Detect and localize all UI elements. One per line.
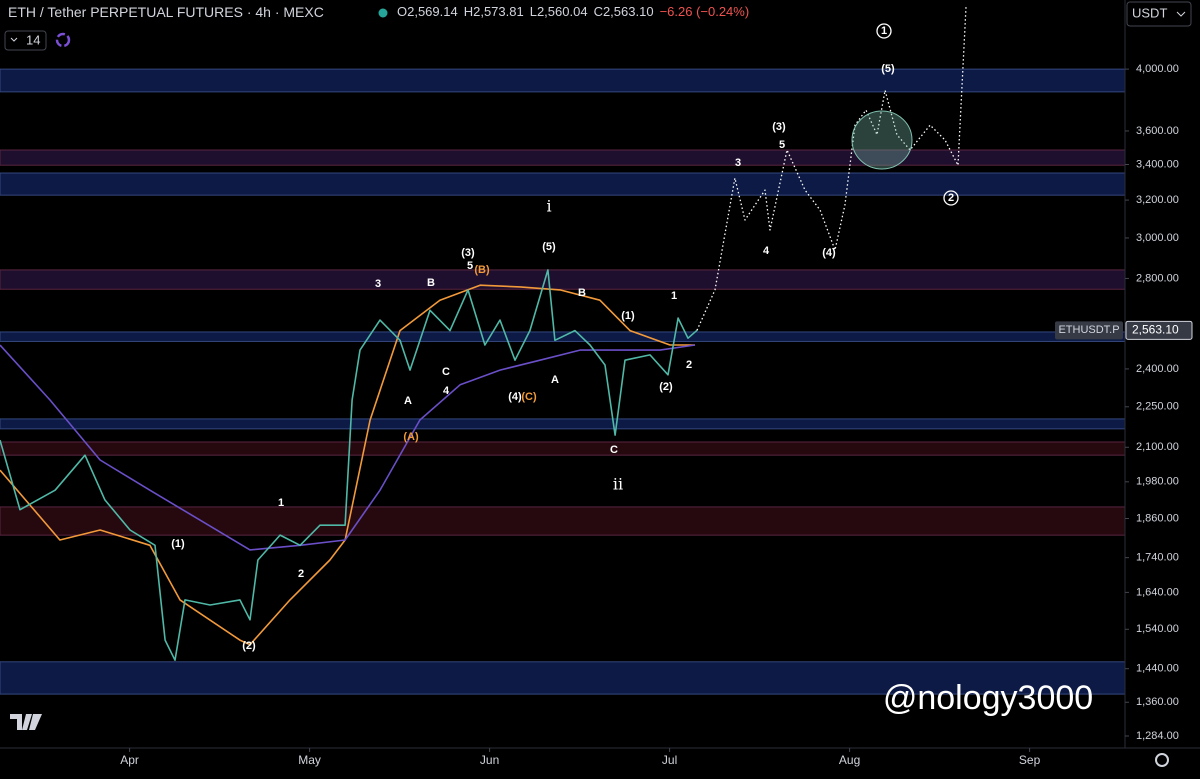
wave-label: 2 [948,192,954,204]
ohlc: O2,569.14 H2,573.81 L2,560.04 C2,563.10 −6.2… [397,4,749,19]
wave-label: ii [613,475,623,494]
y-tick-label: 4,000.00 [1136,63,1179,75]
wave-label: (3) [772,121,786,133]
status-dot [378,8,388,18]
x-tick-label: May [298,753,321,767]
wave-label: B [427,277,435,289]
wave-label: 1 [881,25,887,37]
x-tick-label: Apr [120,753,139,767]
indicator-chip[interactable] [4,30,47,51]
ohlc-value: L2,560.04 [530,4,588,19]
wave-label: 4 [763,245,770,257]
wave-label: (5) [881,63,895,75]
axes: 4,000.00 3,600.00 3,400.00 3,200.00 3,000.00… [120,63,1193,767]
indicator-count: 14 [26,32,40,47]
zone [0,68,1126,93]
wave-label: 1 [278,497,284,509]
wave-label: (3) [461,247,475,259]
annotation-circle [943,190,959,206]
currency-button[interactable] [1126,1,1192,27]
y-tick-label: 1,440.00 [1136,663,1179,675]
wave-label: (4) [508,391,522,403]
y-tick-label: 2,250.00 [1136,401,1179,413]
wave-label: 1 [671,290,677,302]
zone [0,506,1126,536]
x-tick-label: Jun [480,753,499,767]
price-label: 2,563.10 [1132,322,1179,336]
symbol-label: ETHUSDT.P [1058,324,1119,336]
wave-label: (4) [822,247,836,259]
y-tick-label: 1,284.00 [1136,730,1179,742]
price-line [696,5,967,331]
header: ETH / Tether PERPETUAL FUTURES · 4h · ME… [8,4,324,20]
x-tick-label: Jul [662,753,677,767]
loading-icon [55,32,71,48]
zone [0,418,1126,430]
wave-label: (2) [242,640,256,652]
y-tick-label: 2,100.00 [1136,441,1179,453]
wave-label: (1) [171,538,185,550]
price-line [0,284,695,646]
currency: USDT [1132,5,1167,20]
wave-label: 5 [467,260,473,272]
symbol-tag [1055,321,1123,340]
wave-label: (C) [521,391,537,403]
settings-icon[interactable] [1155,753,1169,767]
zone [0,269,1126,290]
wave-label: (B) [474,264,490,276]
wave-label: (1) [621,310,635,322]
price-tag [1125,320,1193,340]
y-tick-label: 3,000.00 [1136,232,1179,244]
wave-label: 3 [375,278,381,290]
price-line [0,269,698,661]
wave-label: (A) [403,431,419,443]
wave-label: 2 [686,359,692,371]
wave-label: 5 [779,139,785,151]
y-tick-label: 1,860.00 [1136,512,1179,524]
wave-label: 3 [735,157,741,169]
y-tick-label: 1,980.00 [1136,476,1179,488]
annotation-circle [876,23,892,39]
wave-label: A [404,395,412,407]
y-tick-label: 1,740.00 [1136,552,1179,564]
y-tick-label: 3,400.00 [1136,158,1179,170]
logo [10,714,42,730]
y-tick-label: 1,640.00 [1136,586,1179,598]
watermark: @nology3000 [883,679,1093,717]
wave-label: 2 [298,568,304,580]
target-ellipse [851,110,913,170]
ohlc-value: O2,569.14 [397,4,458,19]
chevron [10,37,18,42]
wave-label: i [546,197,551,216]
y-tick-label: 3,200.00 [1136,194,1179,206]
wave-label: C [610,444,618,456]
y-tick-label: 1,360.00 [1136,696,1179,708]
zone [0,441,1126,456]
wave-label: C [442,366,450,378]
ohlc-value: C2,563.10 [594,4,654,19]
wave-label: A [551,374,559,386]
y-tick-label: 1,540.00 [1136,623,1179,635]
wave-label: (2) [659,381,673,393]
y-tick-label: 2,400.00 [1136,363,1179,375]
wave-label: 4 [443,385,450,397]
lines [0,5,967,661]
wave-label: B [578,287,586,299]
x-tick-label: Sep [1019,753,1041,767]
zone [0,172,1126,196]
y-tick-label: 3,600.00 [1136,125,1179,137]
chevron [1176,11,1186,17]
x-tick-label: Aug [839,753,860,767]
wave-label: (5) [542,241,556,253]
ohlc-value: −6.26 (−0.24%) [660,4,750,19]
ohlc-value: H2,573.81 [464,4,524,19]
y-tick-label: 2,800.00 [1136,272,1179,284]
symbol: ETH / Tether PERPETUAL FUTURES · 4h · ME… [8,4,324,20]
